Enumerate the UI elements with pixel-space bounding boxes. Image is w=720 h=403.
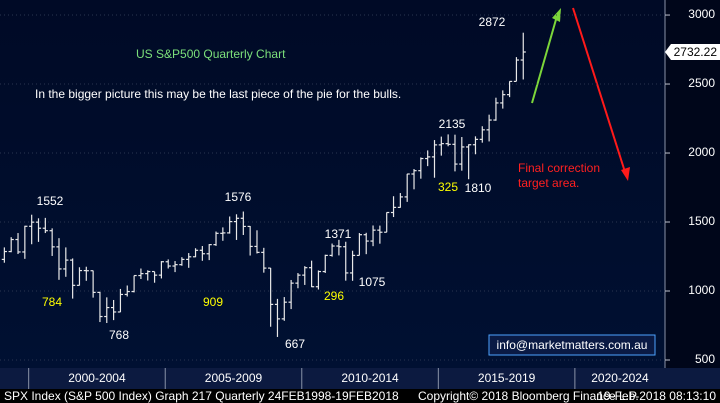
up-arrow (531, 15, 558, 104)
annotation: 1075 (359, 275, 386, 289)
last-price-label: 2732.22 (674, 45, 718, 59)
chart-subtitle: In the bigger picture this may be the la… (35, 87, 401, 101)
down-arrow (572, 7, 626, 173)
annotation: 1371 (325, 227, 352, 241)
last-price-tag (665, 43, 720, 60)
down-arrowhead (621, 167, 630, 181)
x-tick-label: 2000-2004 (68, 371, 126, 385)
y-tick-label: 2000 (688, 145, 715, 159)
y-axis-band (665, 0, 720, 368)
annotation: 1576 (225, 190, 252, 204)
y-tick-label: 1000 (688, 283, 715, 297)
annotation: 2872 (479, 15, 506, 29)
annotation: 784 (42, 295, 62, 309)
contact: info@marketmatters.com.au (497, 338, 648, 352)
x-tick-label: 2015-2019 (478, 371, 536, 385)
y-tick-label: 1500 (688, 214, 715, 228)
x-tick-label: 2020-2024 (591, 371, 649, 385)
y-tick-label: 2500 (688, 76, 715, 90)
x-tick-label: 2005-2009 (205, 371, 263, 385)
footer-timestamp: 19-Feb-2018 08:13:10 (597, 389, 716, 403)
y-tick-label: 500 (695, 352, 715, 366)
annotation: 1810 (465, 181, 492, 195)
footer-source: SPX Index (S&P 500 Index) Graph 217 Quar… (4, 389, 399, 403)
target-note: Final correction (518, 161, 600, 175)
contact-box (488, 334, 656, 356)
annotation: 909 (203, 295, 223, 309)
x-axis-band (0, 368, 720, 389)
x-tick-label: 2010-2014 (341, 371, 399, 385)
footer-copyright: Copyright© 2018 Bloomberg Finance L.P. (418, 389, 639, 403)
annotation: 768 (109, 328, 129, 342)
annotation: 296 (324, 289, 344, 303)
annotation: 667 (285, 337, 305, 351)
plot-area (0, 0, 665, 368)
chart-title: US S&P500 Quarterly Chart (136, 47, 286, 61)
annotation: 325 (438, 180, 458, 194)
target-note: target area. (518, 176, 579, 190)
y-tick-label: 3000 (688, 7, 715, 21)
annotation: 2135 (439, 117, 466, 131)
annotation: 1552 (37, 194, 64, 208)
